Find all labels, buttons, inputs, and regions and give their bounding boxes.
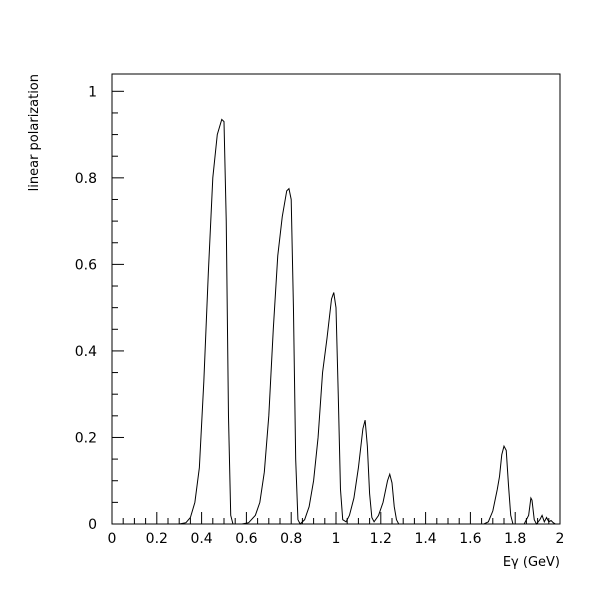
x-tick-label: 1.6 (459, 531, 481, 547)
y-tick-label: 0 (88, 517, 97, 533)
y-tick-labels: 0 0.2 0.4 0.6 0.8 1 (75, 84, 97, 533)
y-tick-label: 1 (88, 84, 97, 100)
x-tick-label: 1.4 (414, 531, 436, 547)
x-tick-label: 0.4 (190, 531, 212, 547)
y-tick-label: 0.8 (75, 171, 97, 187)
x-tick-label: 0 (108, 531, 117, 547)
x-tick-label: 0.8 (280, 531, 302, 547)
x-tick-label: 0.2 (146, 531, 168, 547)
x-tick-labels: 0 0.2 0.4 0.6 0.8 1 1.2 1.4 1.6 1.8 2 (108, 531, 565, 547)
y-tick-label: 0.6 (75, 257, 97, 273)
y-tick-label: 0.2 (75, 430, 97, 446)
polarization-curve (112, 118, 560, 525)
y-axis-title: linear polarization (27, 74, 42, 191)
y-tick-label: 0.4 (75, 344, 97, 360)
x-tick-label: 1.2 (370, 531, 392, 547)
x-tick-label: 2 (556, 531, 565, 547)
plot-frame (111, 73, 561, 525)
x-tick-label: 1 (332, 531, 341, 547)
x-tick-label: 0.6 (235, 531, 257, 547)
x-tick-label: 1.8 (504, 531, 526, 547)
x-axis-title: Eγ (GeV) (503, 555, 560, 570)
